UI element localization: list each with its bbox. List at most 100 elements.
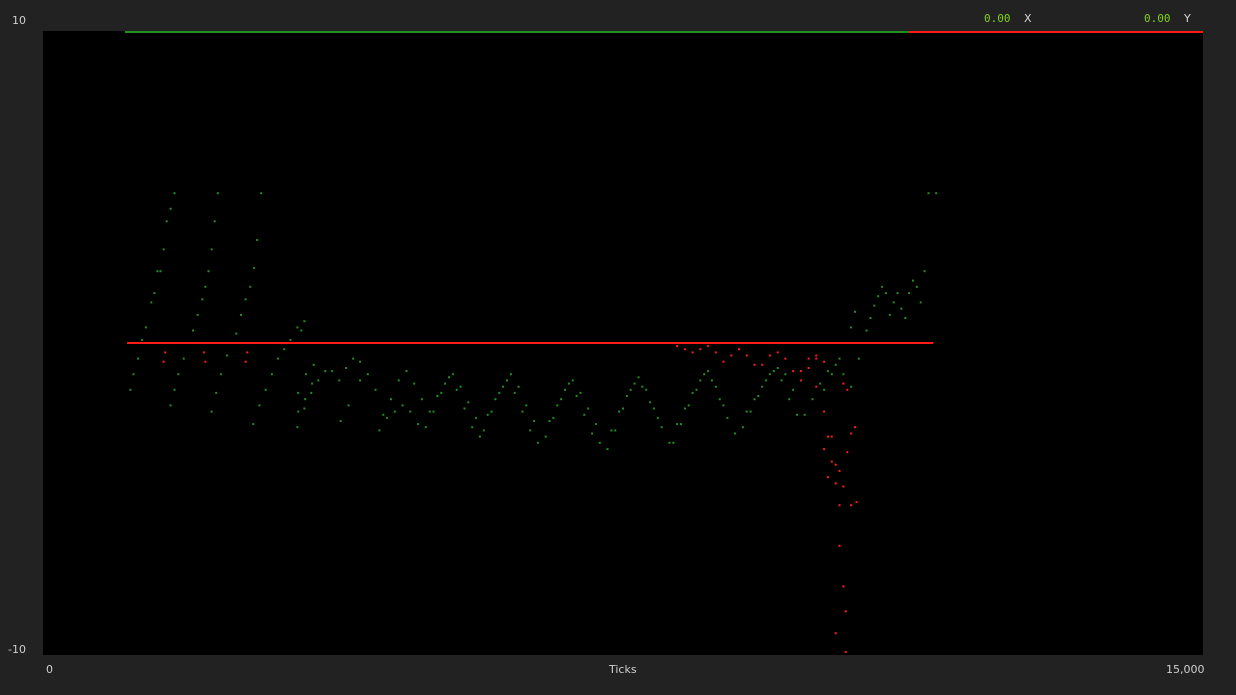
series-x-point — [359, 360, 362, 363]
series-x-point — [575, 395, 578, 397]
series-x-point — [498, 391, 501, 394]
series-y-point — [850, 432, 853, 435]
series-x-point — [691, 391, 694, 394]
series-x-point — [213, 220, 216, 223]
series-y-point — [691, 351, 694, 354]
series-x-point — [544, 435, 547, 438]
series-x-point — [618, 410, 621, 413]
series-x-point — [201, 298, 204, 301]
series-x-point — [552, 416, 555, 419]
series-x-point — [204, 285, 207, 288]
series-x-point — [338, 379, 341, 382]
data-marks — [127, 192, 938, 653]
series-x-point — [303, 407, 306, 410]
series-x-point — [393, 410, 396, 413]
series-x-point — [478, 435, 481, 438]
series-x-point — [629, 388, 632, 391]
series-x-point — [513, 391, 516, 394]
series-x-point — [482, 429, 485, 432]
x-tick-label-min: 0 — [46, 663, 53, 676]
series-y-point — [753, 363, 756, 366]
series-x-point — [703, 373, 706, 376]
series-y-point — [745, 354, 748, 357]
series-x-point — [796, 413, 798, 416]
series-x-point — [448, 376, 450, 379]
series-y-point — [164, 351, 167, 354]
series-x-point — [405, 370, 408, 373]
series-x-point — [244, 298, 247, 301]
y-readout: 0.00 Y — [1144, 12, 1191, 25]
series-x-point — [297, 410, 300, 413]
series-x-point — [892, 301, 895, 304]
series-x-point — [869, 317, 872, 319]
series-x-point — [865, 329, 868, 332]
series-x-point — [768, 373, 771, 376]
series-x-point — [564, 388, 566, 391]
series-x-point — [660, 426, 663, 429]
series-y-point — [730, 354, 733, 357]
series-x-point — [734, 432, 737, 435]
series-y-point — [799, 370, 802, 373]
series-y-point — [799, 379, 802, 382]
series-x-point — [714, 385, 717, 388]
series-x-point — [169, 207, 172, 210]
series-y-point — [854, 426, 856, 429]
series-x-point — [459, 385, 462, 388]
series-x-point — [533, 420, 536, 422]
series-x-point — [915, 285, 918, 288]
series-x-point — [467, 401, 470, 404]
series-y-point — [830, 460, 833, 463]
series-x-point — [745, 410, 748, 413]
series-x-point — [397, 379, 400, 382]
series-y-point — [768, 354, 771, 357]
series-y-point — [714, 351, 717, 354]
series-x-point — [633, 382, 636, 385]
series-y-point — [776, 351, 779, 354]
series-y-point — [807, 357, 810, 360]
series-x-point — [718, 398, 721, 401]
series-x-point — [854, 310, 856, 313]
series-x-point — [591, 432, 594, 435]
series-x-point — [235, 332, 238, 335]
series-x-point — [896, 292, 899, 295]
series-x-point — [207, 270, 210, 273]
plot-area[interactable] — [43, 31, 1203, 655]
series-x-point — [838, 357, 841, 360]
series-y-point — [838, 504, 841, 507]
series-x-point — [252, 423, 255, 426]
series-x-point — [210, 410, 213, 413]
series-x-point — [908, 292, 911, 295]
series-y-point — [844, 650, 847, 653]
series-x-point — [695, 388, 698, 391]
series-x-point — [888, 313, 891, 316]
series-x-point — [792, 388, 795, 391]
series-x — [129, 192, 938, 451]
series-x-point — [283, 348, 286, 351]
series-x-point — [780, 379, 783, 382]
series-x-point — [296, 326, 299, 329]
series-y-point — [842, 485, 845, 488]
series-x-point — [475, 416, 478, 419]
series-x-point — [300, 329, 303, 332]
series-x-point — [676, 423, 679, 426]
series-x-point — [637, 376, 640, 379]
series-x-point — [749, 410, 752, 413]
series-x-point — [583, 413, 586, 416]
series-x-point — [153, 292, 156, 295]
series-x-point — [672, 441, 675, 444]
series-x-point — [277, 357, 280, 360]
series-x-point — [347, 404, 350, 407]
series-x-point — [927, 192, 930, 195]
series-y-point — [834, 632, 837, 635]
series-x-point — [226, 354, 229, 357]
series-x-point — [579, 391, 582, 394]
series-y-point — [244, 360, 247, 363]
series-x-point — [571, 379, 574, 382]
series-x-point — [366, 373, 369, 376]
series-x-point — [707, 370, 710, 373]
series-x-point — [304, 398, 307, 401]
series-x-point — [900, 307, 903, 310]
series-x-point — [850, 326, 853, 329]
series-x-point — [830, 373, 833, 376]
series-x-point — [490, 410, 493, 413]
